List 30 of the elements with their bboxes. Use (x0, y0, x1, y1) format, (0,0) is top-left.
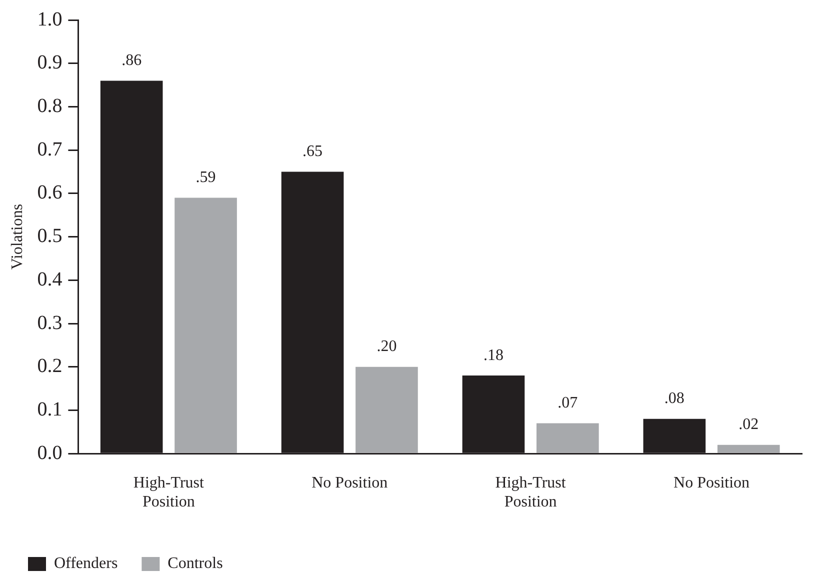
legend-label: Offenders (54, 555, 118, 572)
y-tick-label: 0.3 (37, 312, 62, 334)
bar (356, 366, 418, 453)
legend-label: Controls (168, 555, 223, 572)
y-tick-label: 0.5 (37, 225, 62, 248)
y-tick-label: 0.9 (37, 52, 62, 74)
data-label: .65 (302, 142, 323, 160)
y-tick-label: 0.4 (37, 268, 62, 290)
data-label: .18 (483, 346, 504, 364)
data-label: .59 (196, 168, 216, 186)
x-tick-label: High-Trust Position (495, 474, 566, 511)
y-tick-label: 1.0 (37, 8, 62, 30)
y-axis-title: Violations (8, 204, 26, 270)
x-tick-label: High-Trust Position (133, 474, 204, 511)
y-tick-label: 0.7 (37, 138, 62, 160)
data-label: .08 (664, 390, 684, 408)
y-tick-label: 0.6 (37, 182, 62, 204)
data-label: .07 (558, 394, 578, 412)
data-label: .02 (738, 416, 759, 434)
x-tick-label: No Position (674, 474, 750, 492)
bar (717, 444, 780, 453)
y-tick-label: 0.0 (37, 442, 62, 464)
data-label: .86 (122, 52, 142, 69)
y-tick-label: 0.8 (37, 94, 62, 117)
data-label: .20 (376, 338, 397, 356)
bar (536, 423, 599, 453)
bar (174, 198, 237, 453)
y-tick-label: 0.1 (37, 398, 62, 420)
y-tick-label: 0.2 (37, 355, 62, 378)
x-tick-label: No Position (312, 474, 388, 492)
